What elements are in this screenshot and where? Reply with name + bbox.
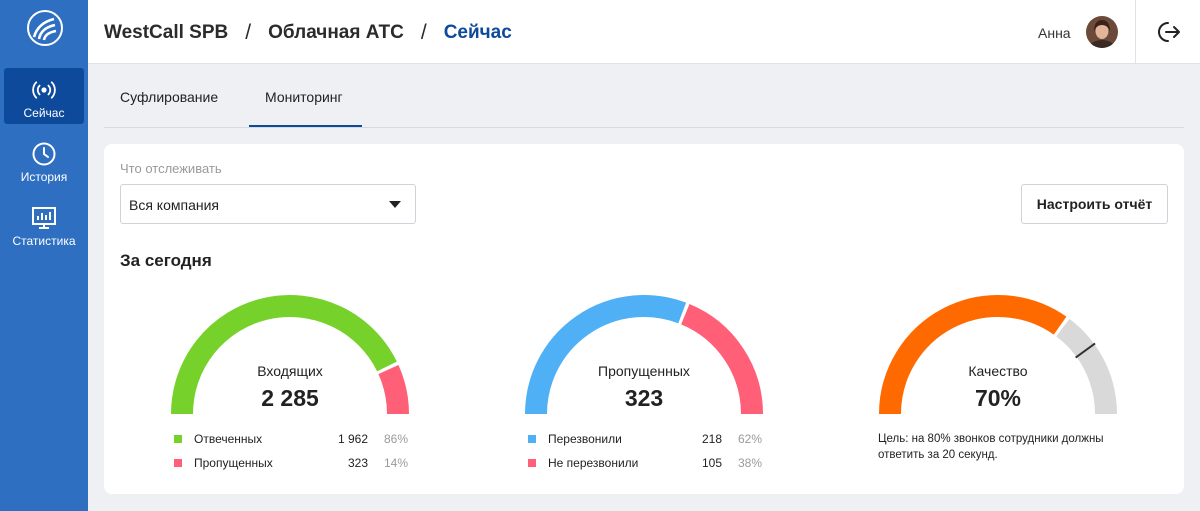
sidebar: Сейчас История Статистика	[0, 0, 88, 511]
missed-gauge-value: 323	[624, 385, 664, 411]
missed-gauge	[525, 295, 763, 414]
legend-count: 323	[347, 456, 368, 470]
filter-label: Что отслеживать	[120, 161, 222, 176]
gauge-segment-answered	[171, 295, 397, 414]
incoming-gauge-title: Входящих	[257, 363, 323, 379]
header-divider	[1135, 0, 1136, 64]
legend-row-answered: Отвеченных 1 962 86%	[170, 431, 410, 447]
caret-down-icon	[389, 201, 401, 208]
sidebar-item-label: Статистика	[12, 234, 76, 248]
legend-row-called-back: Перезвонили 218 62%	[524, 431, 764, 447]
legend-label: Отвеченных	[194, 432, 263, 446]
chart-monitor-icon	[32, 207, 56, 229]
quality-gauge-value: 70%	[974, 385, 1022, 411]
legend-label: Перезвонили	[548, 432, 622, 446]
incoming-gauge-value: 2 285	[261, 385, 319, 411]
gauge-target-marker	[1075, 342, 1096, 359]
legend-swatch	[174, 459, 182, 467]
logo-icon[interactable]	[27, 10, 63, 46]
gauge-segment-called-back	[525, 295, 687, 414]
legend-percent: 38%	[737, 456, 762, 470]
sidebar-item-history[interactable]: История	[4, 132, 84, 188]
quality-goal-note: Цель: на 80% звонков сотрудники должны о…	[878, 433, 1104, 461]
breadcrumb-current: Сейчас	[443, 22, 512, 43]
legend-count: 1 962	[337, 432, 368, 446]
breadcrumb-separator: /	[245, 21, 252, 44]
legend-count: 218	[701, 432, 722, 446]
gauge-segment-missed	[378, 365, 409, 414]
legend-swatch	[528, 435, 536, 443]
legend-swatch	[174, 435, 182, 443]
monitoring-card: Что отслеживать Вся компания Настроить о…	[104, 144, 1184, 494]
configure-report-button[interactable]: Настроить отчёт	[1021, 184, 1168, 224]
quality-gauge	[879, 295, 1117, 414]
incoming-gauge	[171, 295, 409, 414]
top-bar: WestCall SPB / Облачная АТС / Сейчас Анн…	[88, 0, 1200, 64]
sidebar-item-label: История	[20, 170, 68, 184]
legend-count: 105	[701, 456, 722, 470]
active-tab-indicator	[249, 125, 362, 127]
tab-monitoring[interactable]: Мониторинг	[265, 89, 343, 105]
clock-icon	[32, 142, 56, 166]
legend-swatch	[528, 459, 536, 467]
gauge-segment-remaining	[1055, 318, 1117, 414]
sidebar-item-statistics[interactable]: Статистика	[4, 196, 84, 252]
legend-row-missed: Пропущенных 323 14%	[170, 455, 410, 471]
legend-percent: 62%	[737, 432, 762, 446]
logout-icon[interactable]	[1157, 21, 1181, 43]
sidebar-item-label: Сейчас	[23, 106, 65, 120]
legend-label: Не перезвонили	[548, 456, 639, 470]
breadcrumb: WestCall SPB / Облачная АТС / Сейчас	[104, 21, 512, 45]
legend-percent: 14%	[383, 456, 408, 470]
select-value: Вся компания	[129, 197, 220, 213]
tab-bar: Суфлирование Мониторинг	[104, 64, 1184, 128]
breadcrumb-product[interactable]: Облачная АТС	[268, 22, 404, 43]
breadcrumb-company[interactable]: WestCall SPB	[104, 22, 229, 43]
legend-percent: 86%	[383, 432, 408, 446]
tracking-scope-select[interactable]: Вся компания	[120, 184, 416, 224]
sidebar-item-now[interactable]: Сейчас	[4, 68, 84, 124]
user-name[interactable]: Анна	[1038, 25, 1071, 41]
live-broadcast-icon	[32, 81, 56, 99]
gauge-segment-quality	[879, 295, 1067, 414]
missed-gauge-title: Пропущенных	[598, 363, 690, 379]
gauge-segment-not-called-back	[680, 304, 763, 414]
section-title: За сегодня	[120, 251, 212, 270]
avatar[interactable]	[1086, 16, 1118, 48]
quality-gauge-title: Качество	[968, 363, 1028, 379]
legend-row-not-called-back: Не перезвонили 105 38%	[524, 455, 764, 471]
legend-label: Пропущенных	[194, 456, 273, 470]
breadcrumb-separator: /	[420, 21, 427, 44]
tab-prompting[interactable]: Суфлирование	[120, 89, 219, 105]
